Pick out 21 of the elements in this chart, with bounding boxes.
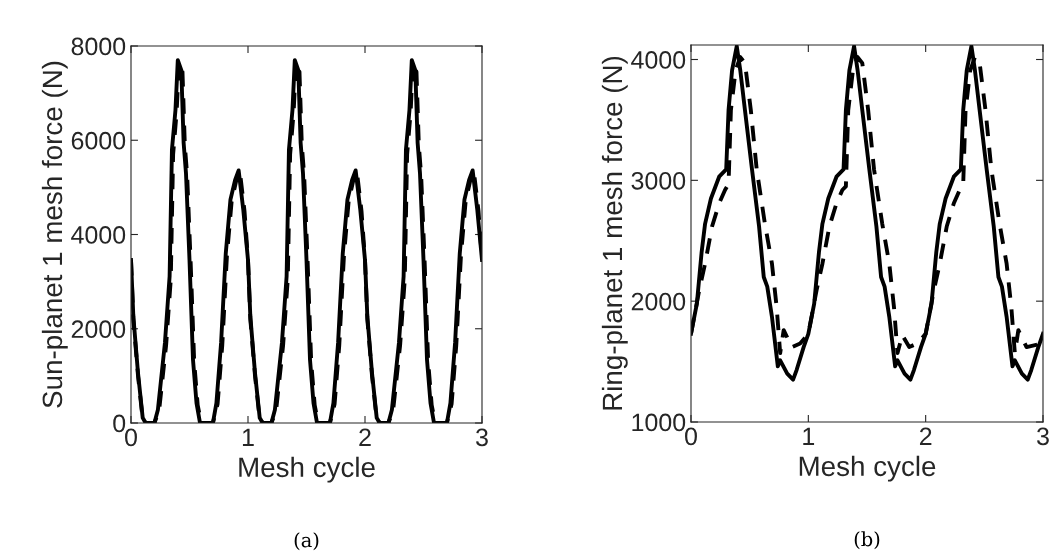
- x-axis-title: Mesh cycle: [799, 455, 936, 482]
- text: (b): [854, 531, 880, 550]
- y-tick-label: 3000: [631, 171, 686, 190]
- x-tick-label: 1: [803, 427, 815, 445]
- x-tick-label: 2: [919, 427, 932, 445]
- y-tick-label: 4000: [631, 51, 686, 69]
- x-tick-label: 3: [476, 428, 488, 447]
- text: (a): [294, 532, 319, 551]
- y-axis-title: Sun-planet 1 mesh force (N): [41, 61, 68, 408]
- y-tick-label: 1000: [632, 413, 686, 432]
- x-axis-title: Mesh cycle: [239, 456, 375, 483]
- x-tick-label: 2: [359, 428, 371, 446]
- y-tick-label: 4000: [71, 226, 126, 244]
- y-axis-title: Ring-planet 1 mesh force (N): [601, 56, 628, 410]
- y-tick-label: 8000: [71, 37, 126, 56]
- y-tick-label: 2000: [631, 292, 686, 311]
- x-tick-label: 1: [242, 428, 254, 446]
- y-tick-label: 0: [113, 414, 126, 433]
- y-tick-label: 6000: [71, 131, 126, 150]
- y-tick-label: 2000: [71, 320, 126, 339]
- x-tick-label: 3: [1037, 427, 1049, 446]
